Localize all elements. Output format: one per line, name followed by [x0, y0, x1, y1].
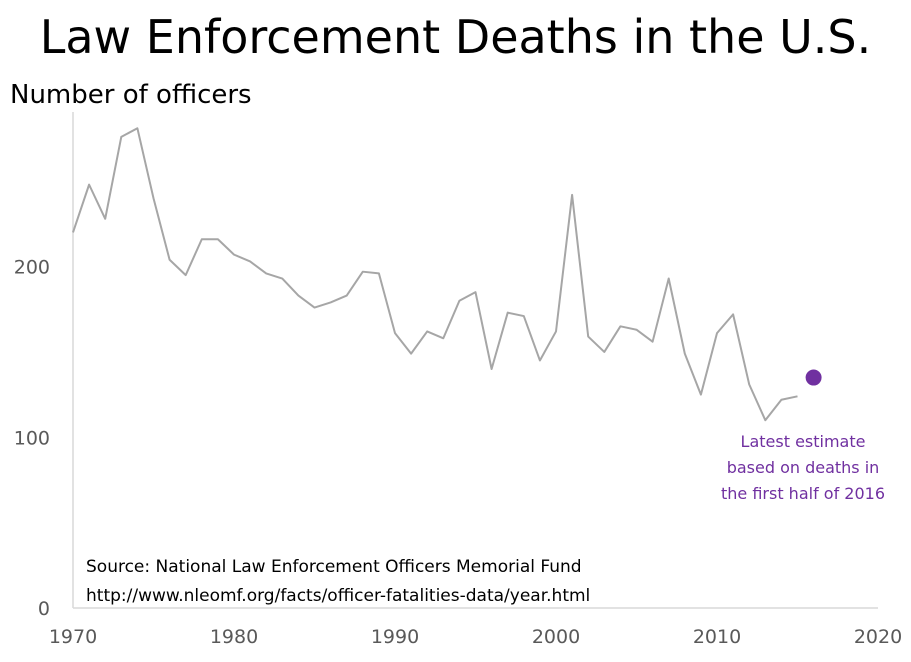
y-tick-labels: 0 100 200	[14, 257, 50, 620]
x-tick-label: 1970	[49, 626, 97, 648]
source-url: http://www.nleomf.org/facts/officer-fata…	[86, 586, 590, 606]
y-tick-label: 200	[14, 257, 50, 279]
x-tick-labels: 1970 1980 1990 2000 2010 2020	[49, 626, 902, 648]
x-tick-label: 2000	[532, 626, 580, 648]
y-axis-label: Number of officers	[10, 80, 252, 110]
source-line-1: Source: National Law Enforcement Officer…	[86, 557, 582, 577]
y-tick-label: 0	[38, 598, 50, 620]
series-line	[72, 127, 798, 422]
x-tick-label: 2010	[693, 626, 741, 648]
chart-title: Law Enforcement Deaths in the U.S.	[39, 10, 872, 64]
x-tick-label: 1980	[210, 626, 258, 648]
estimate-label-line-2: based on deaths in	[727, 458, 880, 477]
x-tick-label: 2020	[854, 626, 902, 648]
estimate-point	[805, 369, 822, 386]
estimate-label-line-1: Latest estimate	[741, 432, 866, 451]
x-tick-label: 1990	[371, 626, 419, 648]
estimate-label-line-3: the first half of 2016	[721, 484, 885, 503]
y-tick-label: 100	[14, 427, 50, 449]
